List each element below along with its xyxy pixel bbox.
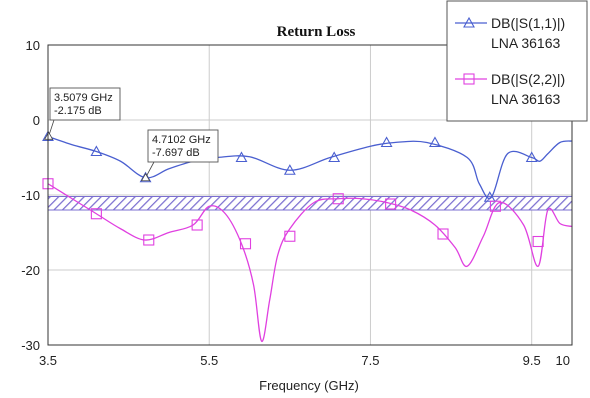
annotation-1-box — [49, 87, 121, 121]
series-1-marker-3 — [235, 151, 248, 163]
annotation-2-frequency: 4.7102 GHz — [152, 134, 211, 146]
annotation-2: 4.7102 GHz-7.697 dB — [140, 129, 219, 182]
legend: DB(|S(1,1)|) LNA 36163 DB(|S(2,2)|) LNA 361… — [446, 0, 588, 122]
series-1-marker-7 — [429, 136, 441, 148]
x-tick-label-2: 7.5 — [361, 353, 379, 368]
x-tick-label-1: 5.5 — [200, 353, 218, 368]
legend-swatch-marker-1 — [463, 16, 475, 28]
series-1-marker-5 — [328, 151, 341, 163]
x-axis-label: Frequency (GHz) — [259, 378, 359, 393]
y-tick-label-3: -20 — [21, 263, 40, 278]
annotation-1: 3.5079 GHz-2.175 dB — [43, 87, 121, 140]
annotation-1-frequency: 3.5079 GHz — [54, 92, 113, 104]
axes: 10 0 -10 -20 -303.5 5.5 7.5 9.5 10 — [21, 38, 573, 368]
annotation-1-value: -2.175 dB — [54, 105, 102, 117]
marker-annotations: 3.5079 GHz-2.175 dB 4.7102 GHz-7.697 dB — [43, 87, 219, 182]
series-2-marker-2 — [143, 234, 155, 246]
annotation-1-point — [43, 131, 54, 140]
series-2-marker-8 — [437, 228, 449, 240]
x-tick-label-3: 9.5 — [523, 353, 541, 368]
chart-title: Return Loss — [277, 24, 356, 40]
series-1-marker-8 — [483, 191, 496, 202]
series-2-marker-10 — [532, 235, 544, 248]
legend-sublabel-2: LNA 36163 — [491, 91, 560, 107]
series-2-marker-4 — [239, 238, 252, 250]
legend-name-2: DB(|S(2,2)|) — [491, 71, 565, 87]
series-1-marker-1 — [90, 145, 103, 157]
series-layer — [42, 130, 573, 342]
annotation-2-point — [140, 172, 151, 182]
x-tick-label-0: 3.5 — [39, 353, 57, 368]
legend-swatch-marker-2 — [463, 73, 475, 85]
series-2-marker-6 — [332, 193, 344, 205]
legend-sublabel-1: LNA 36163 — [491, 35, 560, 51]
series-2-line — [47, 183, 573, 342]
series-1-marker-2 — [139, 171, 152, 183]
y-tick-label-1: 0 — [33, 113, 40, 128]
series-1-marker-9 — [525, 151, 538, 163]
series-2-marker-5 — [284, 230, 296, 242]
y-tick-label-2: -10 — [21, 188, 40, 203]
annotation-2-box — [147, 129, 219, 163]
legend-entry-1: DB(|S(1,1)|) LNA 36163 — [455, 15, 565, 51]
series-2-marker-3 — [191, 219, 203, 231]
series-1-marker-6 — [380, 136, 393, 148]
y-tick-label-4: -30 — [21, 338, 40, 353]
y-tick-label-0: 10 — [26, 38, 40, 53]
series-2-marker-1 — [90, 208, 102, 220]
series-1-marker-4 — [283, 164, 296, 175]
series-2-marker-9 — [489, 200, 501, 212]
x-tick-label-4: 10 — [556, 353, 570, 368]
annotation-2-value: -7.697 dB — [152, 147, 200, 159]
series-2-marker-7 — [385, 198, 397, 210]
plot-frame — [47, 44, 573, 346]
legend-entry-2: DB(|S(2,2)|) LNA 36163 — [455, 71, 565, 107]
legend-name-1: DB(|S(1,1)|) — [491, 15, 565, 31]
annotation-2-leader — [145, 161, 155, 178]
